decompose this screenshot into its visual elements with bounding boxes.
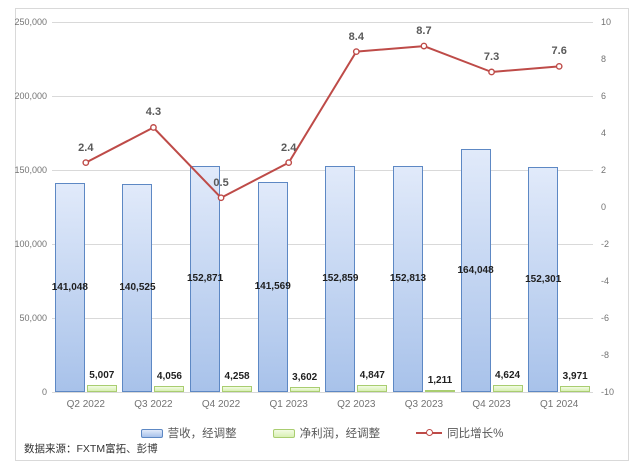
revenue-bar-label: 141,048 bbox=[51, 281, 88, 293]
chart-legend: 营收，经调整 净利润，经调整 同比增长% bbox=[16, 425, 628, 441]
growth-line-marker bbox=[150, 124, 157, 131]
right-axis-tick-label: 6 bbox=[601, 91, 607, 101]
growth-point-label: 8.4 bbox=[348, 30, 364, 43]
source-note: 数据来源：FXTM富拓、彭博 bbox=[24, 443, 158, 455]
x-axis-category-label: Q1 2024 bbox=[540, 399, 579, 410]
growth-point-label: 4.3 bbox=[145, 106, 162, 119]
revenue-bar-label: 164,048 bbox=[457, 264, 494, 276]
growth-point-label: 7.6 bbox=[551, 45, 567, 58]
profit-swatch-icon bbox=[272, 428, 295, 438]
growth-line-swatch-icon bbox=[416, 428, 443, 438]
growth-line-marker bbox=[488, 68, 495, 76]
profit-bar-label: 5,007 bbox=[89, 370, 115, 381]
right-axis-tick-label: -2 bbox=[601, 239, 610, 249]
legend-item-growth: 同比增长% bbox=[416, 425, 503, 441]
profit-bar bbox=[289, 387, 320, 392]
profit-bar-label: 3,971 bbox=[562, 371, 588, 382]
revenue-bar-label: 152,859 bbox=[322, 273, 359, 284]
profit-bar-label: 4,847 bbox=[359, 370, 385, 381]
revenue-bar bbox=[392, 166, 423, 392]
growth-line-path bbox=[85, 45, 560, 199]
right-axis-tick-label: 8 bbox=[601, 54, 607, 64]
gridline bbox=[52, 22, 593, 23]
revenue-bar-label: 140,525 bbox=[119, 282, 156, 293]
profit-bar-label: 1,211 bbox=[427, 375, 453, 386]
legend-label-revenue: 营收，经调整 bbox=[167, 428, 237, 440]
growth-point-label: 8.7 bbox=[416, 25, 432, 38]
gridline bbox=[52, 318, 593, 319]
x-axis-category-label: Q3 2022 bbox=[134, 399, 173, 410]
profit-bar-label: 4,624 bbox=[495, 370, 521, 381]
x-axis-category-label: Q2 2022 bbox=[66, 399, 105, 410]
revenue-bar bbox=[460, 149, 491, 392]
legend-item-revenue: 营收，经调整 bbox=[140, 425, 237, 441]
left-axis-tick-label: 250,000 bbox=[14, 17, 47, 27]
revenue-bar bbox=[257, 182, 288, 392]
revenue-swatch-icon bbox=[140, 428, 163, 438]
growth-line-marker bbox=[555, 63, 563, 70]
x-axis-category-label: Q2 2023 bbox=[337, 399, 376, 410]
right-axis-tick-label: -8 bbox=[601, 350, 610, 360]
left-axis-tick-label: 100,000 bbox=[14, 239, 47, 249]
growth-line-marker bbox=[420, 42, 428, 50]
gridline bbox=[52, 392, 593, 393]
left-axis-tick-label: 50,000 bbox=[19, 313, 47, 323]
right-axis-tick-label: 4 bbox=[601, 128, 607, 138]
x-axis-category-label: Q1 2023 bbox=[269, 399, 308, 410]
gridline bbox=[52, 244, 593, 245]
growth-line-chart bbox=[82, 42, 563, 202]
revenue-bar bbox=[325, 166, 356, 392]
x-axis-category-label: Q4 2023 bbox=[472, 399, 511, 410]
growth-point-label: 2.4 bbox=[78, 141, 94, 154]
growth-point-label: 2.4 bbox=[281, 141, 297, 154]
profit-bar bbox=[492, 385, 523, 392]
left-axis-tick-label: 0 bbox=[41, 387, 47, 397]
growth-line-marker bbox=[352, 48, 360, 55]
revenue-bar-label: 152,301 bbox=[525, 273, 562, 285]
profit-bar-label: 3,602 bbox=[292, 372, 318, 383]
x-axis-category-label: Q3 2023 bbox=[404, 399, 444, 410]
revenue-bar bbox=[528, 167, 559, 392]
growth-line-marker bbox=[82, 159, 90, 167]
profit-bar-label: 4,258 bbox=[224, 371, 250, 382]
profit-bar bbox=[560, 386, 591, 392]
gridline bbox=[52, 96, 593, 97]
profit-bar-label: 4,056 bbox=[156, 371, 182, 382]
revenue-bar-label: 141,569 bbox=[254, 281, 291, 292]
growth-line-marker bbox=[217, 194, 225, 202]
legend-label-profit: 净利润，经调整 bbox=[299, 428, 381, 440]
growth-line-marker bbox=[285, 159, 293, 167]
right-axis-tick-label: 0 bbox=[601, 202, 607, 212]
growth-point-label: 0.5 bbox=[213, 176, 229, 189]
profit-bar bbox=[154, 386, 185, 392]
profit-bar bbox=[357, 385, 388, 392]
revenue-bar-label: 152,871 bbox=[186, 273, 224, 284]
left-axis-tick-label: 150,000 bbox=[14, 165, 47, 175]
gridline bbox=[52, 170, 593, 171]
revenue-bar bbox=[54, 183, 85, 392]
x-axis-category-label: Q4 2022 bbox=[201, 399, 241, 410]
plot-area: 250,000 200,000 150,000 100,000 50,000 0 10 8 6 4… bbox=[14, 17, 614, 410]
right-axis-tick-label: -10 bbox=[601, 387, 615, 397]
right-axis-tick-label: 2 bbox=[601, 165, 607, 175]
left-axis-tick-label: 200,000 bbox=[14, 91, 47, 101]
right-axis-tick-label: -6 bbox=[601, 313, 610, 323]
right-axis-tick-label: -4 bbox=[601, 276, 610, 286]
revenue-bar bbox=[122, 184, 153, 392]
legend-label-growth: 同比增长% bbox=[447, 428, 504, 440]
profit-bar bbox=[86, 385, 117, 392]
legend-item-profit: 净利润，经调整 bbox=[272, 425, 381, 441]
profit-bar bbox=[222, 386, 253, 392]
revenue-bar-label: 152,813 bbox=[389, 273, 427, 284]
profit-bar bbox=[424, 390, 455, 392]
chart-card: 250,000 200,000 150,000 100,000 50,000 0 10 8 6 4… bbox=[14, 8, 629, 461]
right-axis-tick-label: 10 bbox=[601, 17, 612, 27]
revenue-bar bbox=[190, 166, 221, 392]
growth-point-label: 7.3 bbox=[483, 50, 500, 63]
